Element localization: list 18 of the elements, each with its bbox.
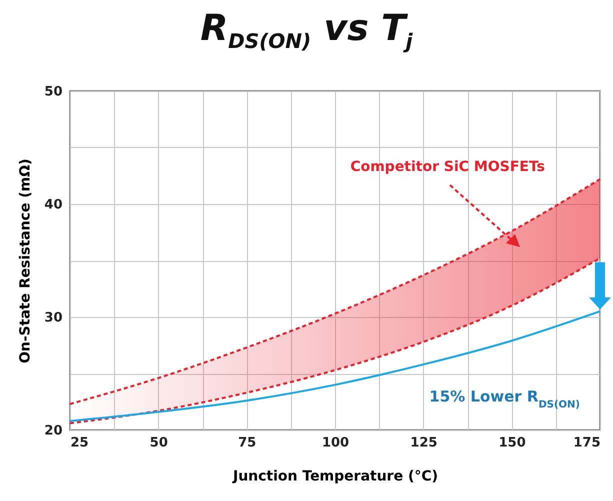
x-tick-label: 100 xyxy=(322,436,350,450)
x-tick-label: 150 xyxy=(498,436,526,450)
y-axis-title: On-State Resistance (mΩ) xyxy=(17,158,34,364)
annotation: 15% Lower R$_{DS(ON)}$ xyxy=(429,387,580,410)
line-series xyxy=(69,257,601,424)
x-tick-label: 125 xyxy=(410,436,438,450)
y-tick-label: 50 xyxy=(44,84,62,100)
y-tick-label: 30 xyxy=(44,310,62,326)
line-series xyxy=(69,310,601,422)
x-tick-label: 175 xyxy=(573,436,600,450)
y-tick-label: 20 xyxy=(44,424,62,438)
x-tick-label: 50 xyxy=(150,436,168,450)
text: Competitor SiC MOSFETs xyxy=(350,159,545,176)
y-tick-label: 40 xyxy=(44,198,62,212)
x-tick-label: 75 xyxy=(238,436,256,450)
chart-title: R$_{DS(ON)}$ vs T$_{j}$ xyxy=(199,8,414,54)
x-axis-title: Junction Temperature (°C) xyxy=(232,468,438,484)
x-tick-label: 25 xyxy=(70,436,89,450)
